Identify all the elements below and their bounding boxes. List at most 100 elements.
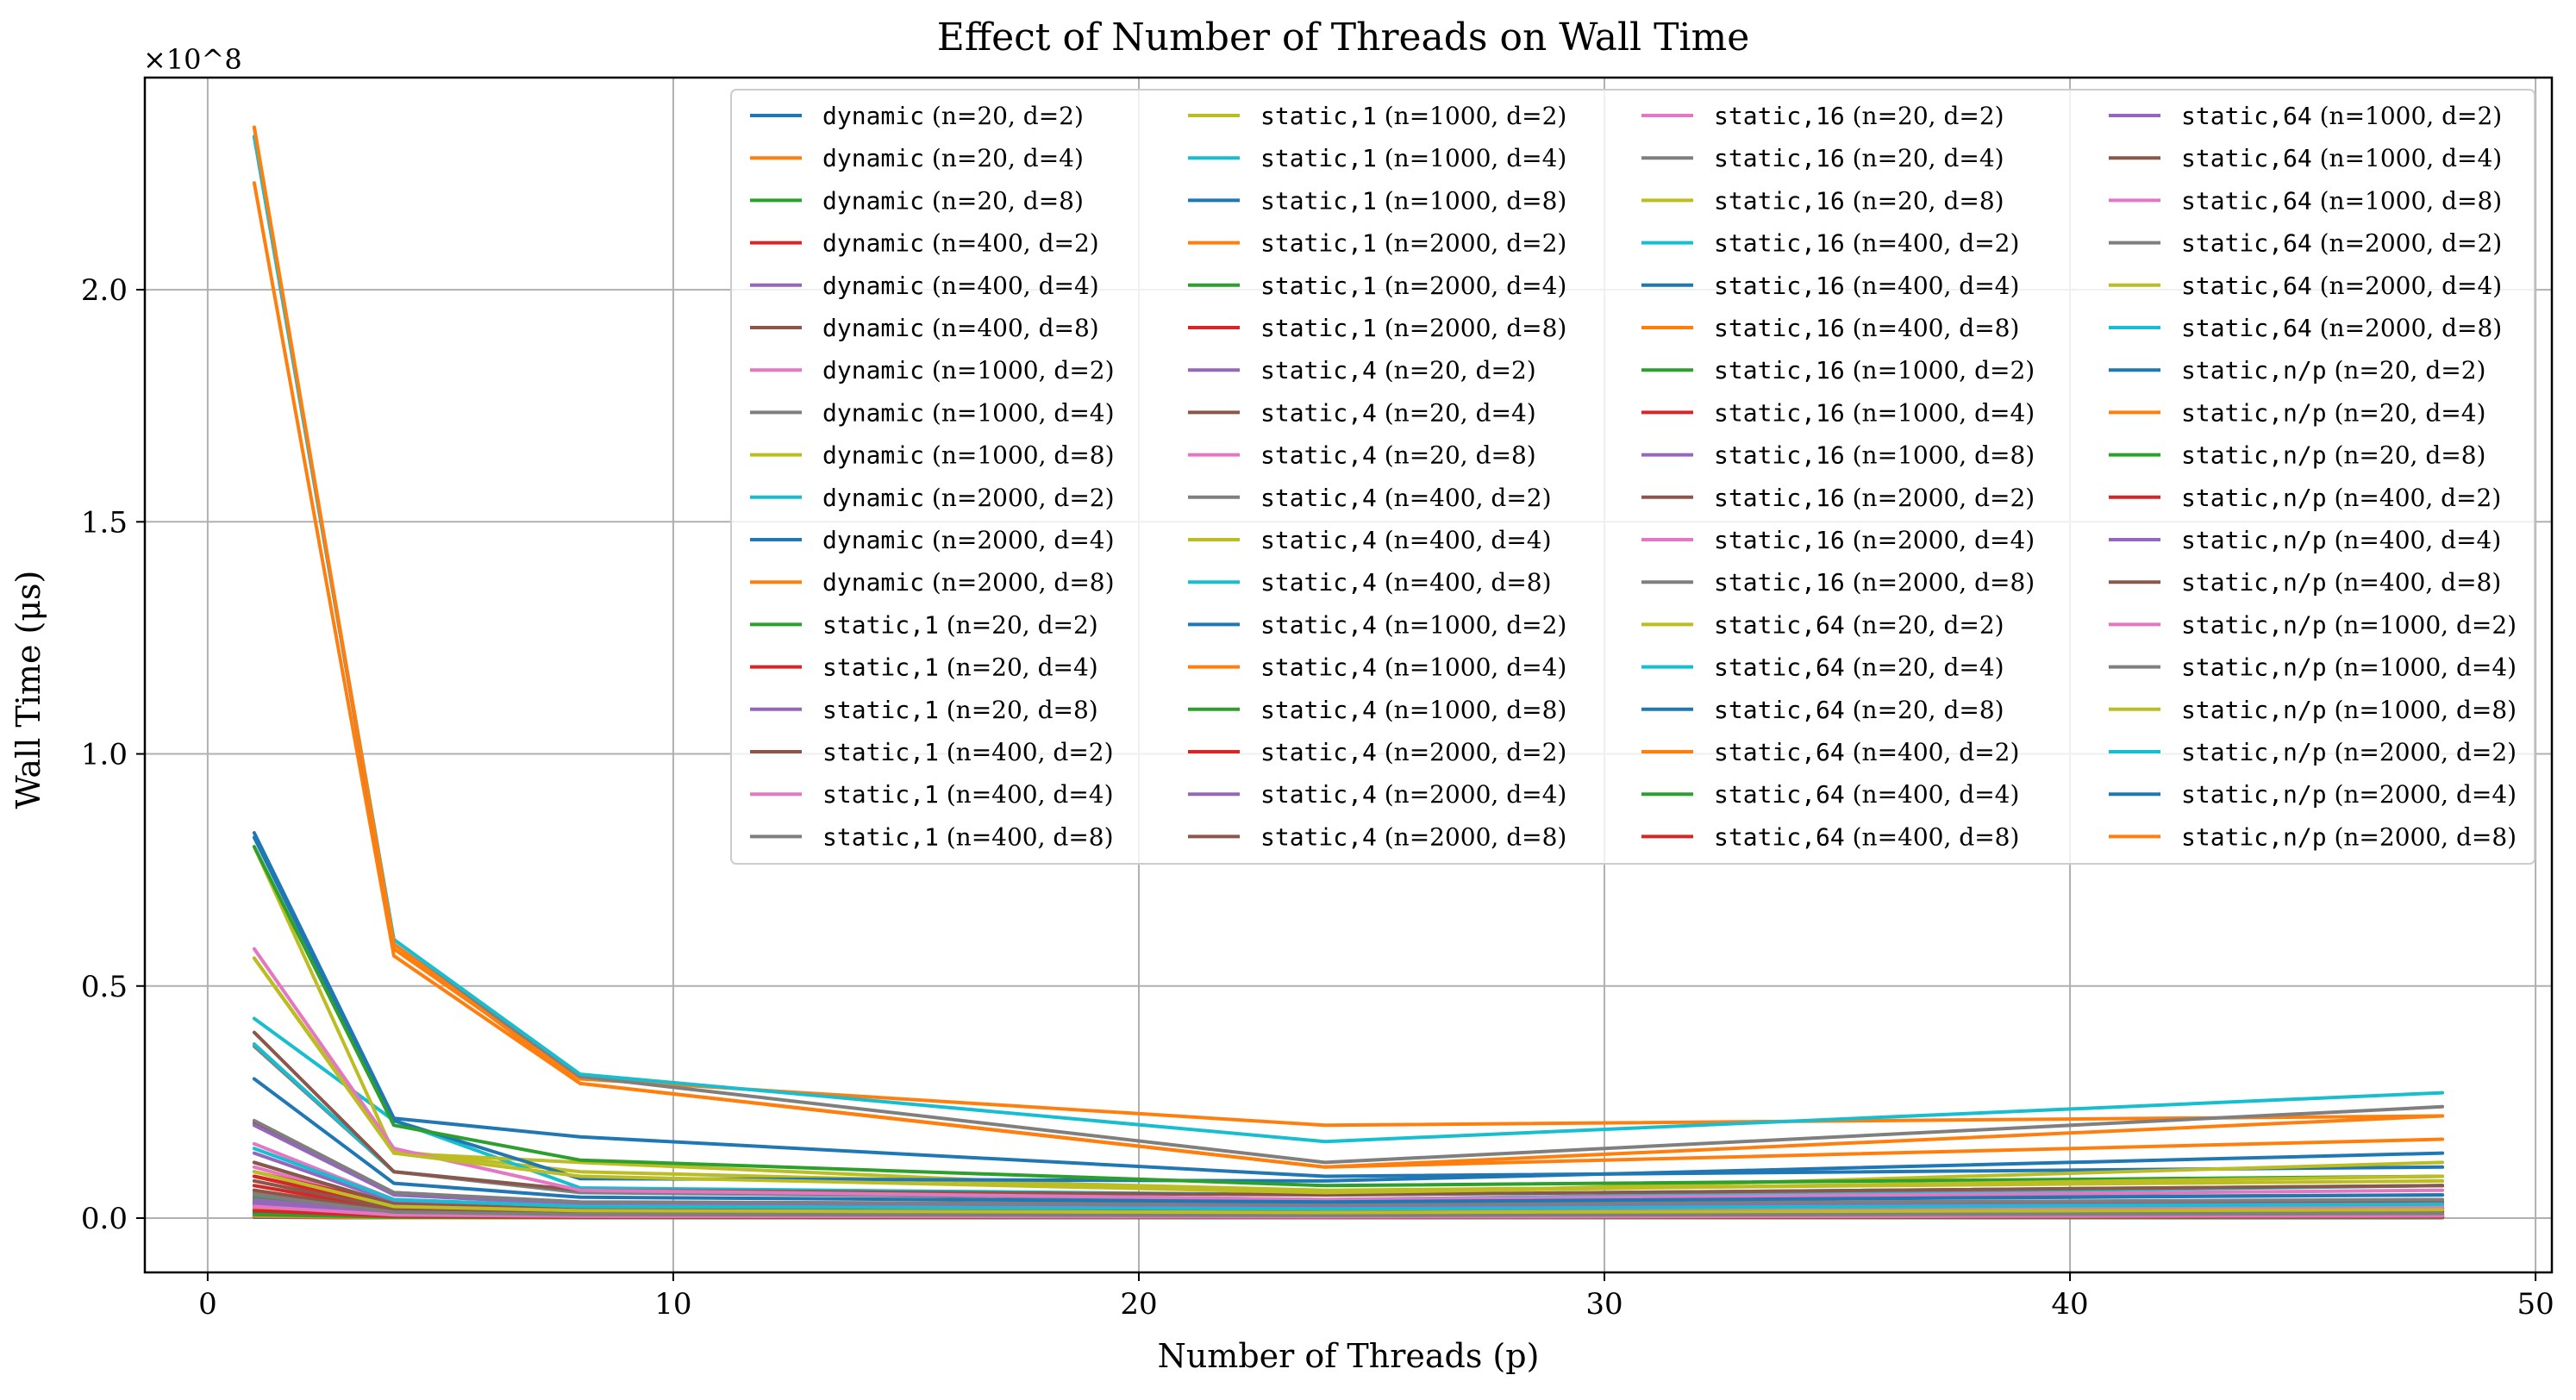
legend-label-params: (n=400, d=8)	[2327, 568, 2502, 597]
series-line	[252, 125, 2445, 1169]
legend-label-params: (n=400, d=4)	[1377, 526, 1552, 554]
legend-item: static,1 (n=20, d=4)	[750, 653, 1098, 682]
legend-label-schedule: static,1	[822, 738, 939, 766]
legend-label: static,1 (n=400, d=4)	[822, 780, 1114, 809]
legend-label-schedule: dynamic	[822, 144, 924, 172]
legend-label-schedule: static,16	[1714, 144, 1845, 172]
legend-label: dynamic (n=1000, d=4)	[822, 398, 1115, 427]
legend-item: static,64 (n=400, d=2)	[1641, 738, 2019, 766]
legend-label-params: (n=20, d=2)	[1845, 102, 2004, 130]
plot-area-frame	[143, 76, 2554, 1274]
legend-label-params: (n=2000, d=8)	[1845, 568, 2035, 597]
legend-label-params: (n=1000, d=8)	[2327, 696, 2517, 724]
legend-label: static,4 (n=400, d=8)	[1260, 568, 1552, 597]
legend-label-params: (n=2000, d=8)	[2312, 314, 2503, 342]
legend-label: dynamic (n=1000, d=2)	[822, 356, 1115, 384]
legend-label-params: (n=1000, d=2)	[924, 356, 1115, 384]
legend-label-schedule: static,64	[1714, 653, 1845, 682]
plot-series	[252, 125, 2445, 1220]
legend-label: static,16 (n=2000, d=4)	[1714, 526, 2035, 554]
legend-label-schedule: static,16	[1714, 398, 1845, 427]
legend-item: static,16 (n=400, d=4)	[1641, 272, 2019, 300]
legend-label-params: (n=2000, d=4)	[924, 526, 1115, 554]
legend-item: static,1 (n=1000, d=2)	[1188, 102, 1566, 130]
legend-label-params: (n=1000, d=2)	[1377, 610, 1567, 639]
legend-label-schedule: static,16	[1714, 272, 1845, 300]
legend-item: static,64 (n=2000, d=2)	[2109, 229, 2502, 258]
legend-label: static,16 (n=400, d=4)	[1714, 272, 2019, 300]
legend-item: dynamic (n=400, d=8)	[750, 314, 1099, 342]
legend-label: static,16 (n=1000, d=8)	[1714, 441, 2035, 470]
legend-label-params: (n=20, d=4)	[2327, 398, 2486, 427]
legend-item: static,n/p (n=20, d=4)	[2109, 398, 2485, 427]
legend-label-schedule: static,64	[1714, 822, 1845, 851]
legend-label-params: (n=2000, d=8)	[924, 568, 1115, 597]
legend-label-schedule: dynamic	[822, 314, 924, 342]
legend-label: static,n/p (n=2000, d=2)	[2181, 738, 2517, 766]
series-line	[252, 1170, 2445, 1215]
legend-item: static,4 (n=400, d=2)	[1188, 484, 1552, 512]
series-line	[252, 835, 2445, 1183]
legend-label-params: (n=1000, d=4)	[924, 398, 1115, 427]
legend: dynamic (n=20, d=2) dynamic (n=20, d=4) dy…	[730, 89, 2535, 865]
legend-label-schedule: dynamic	[822, 398, 924, 427]
legend-label-params: (n=20, d=2)	[939, 610, 1098, 639]
legend-label-params: (n=400, d=2)	[1377, 484, 1552, 512]
legend-label-schedule: dynamic	[822, 484, 924, 512]
legend-label-params: (n=400, d=8)	[939, 822, 1114, 851]
legend-label-schedule: static,1	[1260, 102, 1377, 130]
legend-item: static,1 (n=20, d=2)	[750, 610, 1098, 639]
legend-item: static,1 (n=2000, d=2)	[1188, 229, 1566, 258]
legend-item: dynamic (n=2000, d=8)	[750, 568, 1115, 597]
legend-item: static,64 (n=20, d=4)	[1641, 653, 2004, 682]
legend-label: static,4 (n=2000, d=2)	[1260, 738, 1566, 766]
legend-label-params: (n=2000, d=4)	[2312, 272, 2503, 300]
legend-item: static,4 (n=400, d=8)	[1188, 568, 1552, 597]
legend-label-schedule: static,1	[822, 822, 939, 851]
legend-label-params: (n=2000, d=8)	[2327, 822, 2517, 851]
legend-label: static,64 (n=400, d=4)	[1714, 780, 2019, 809]
y-tick-label: 0.0	[81, 1202, 128, 1236]
legend-label: static,16 (n=20, d=4)	[1714, 144, 2004, 172]
legend-item: static,n/p (n=20, d=2)	[2109, 356, 2485, 384]
legend-label-schedule: static,n/p	[2181, 356, 2327, 384]
legend-label-schedule: static,n/p	[2181, 738, 2327, 766]
legend-label: static,1 (n=20, d=2)	[822, 610, 1098, 639]
legend-label-schedule: static,64	[2181, 144, 2312, 172]
legend-item: static,4 (n=20, d=8)	[1188, 441, 1536, 470]
legend-label-schedule: static,16	[1714, 186, 1845, 215]
legend-label-schedule: static,4	[1260, 398, 1377, 427]
legend-label-params: (n=2000, d=4)	[1845, 526, 2035, 554]
legend-label: dynamic (n=400, d=8)	[822, 314, 1099, 342]
legend-item: static,16 (n=1000, d=8)	[1641, 441, 2035, 470]
legend-label: static,4 (n=1000, d=2)	[1260, 610, 1566, 639]
legend-label-schedule: static,16	[1714, 568, 1845, 597]
legend-item: dynamic (n=2000, d=2)	[750, 484, 1115, 512]
legend-label-schedule: static,1	[822, 610, 939, 639]
legend-item: static,4 (n=2000, d=8)	[1188, 822, 1566, 851]
legend-label-schedule: static,16	[1714, 356, 1845, 384]
legend-label: static,n/p (n=1000, d=8)	[2181, 696, 2517, 724]
legend-label-params: (n=2000, d=2)	[2327, 738, 2517, 766]
legend-label: dynamic (n=400, d=4)	[822, 272, 1099, 300]
legend-label: static,n/p (n=1000, d=2)	[2181, 610, 2517, 639]
legend-label-schedule: static,64	[2181, 314, 2312, 342]
legend-label-params: (n=20, d=2)	[1377, 356, 1536, 384]
legend-label-schedule: dynamic	[822, 568, 924, 597]
series-line	[252, 956, 2445, 1195]
legend-label-params: (n=20, d=2)	[1845, 610, 2004, 639]
legend-label-params: (n=1000, d=2)	[2327, 610, 2517, 639]
legend-item: static,16 (n=1000, d=4)	[1641, 398, 2035, 427]
legend-label-params: (n=20, d=4)	[939, 653, 1098, 682]
legend-item: static,1 (n=1000, d=8)	[1188, 186, 1566, 215]
legend-item: dynamic (n=400, d=2)	[750, 229, 1099, 258]
legend-label: dynamic (n=20, d=8)	[822, 186, 1084, 215]
legend-label: static,64 (n=20, d=2)	[1714, 610, 2004, 639]
legend-label-schedule: static,16	[1714, 484, 1845, 512]
legend-label: static,4 (n=20, d=2)	[1260, 356, 1536, 384]
legend-label-params: (n=400, d=8)	[1845, 822, 2020, 851]
legend-label-schedule: static,4	[1260, 568, 1377, 597]
legend-label-params: (n=2000, d=2)	[2312, 229, 2503, 258]
legend-label: dynamic (n=2000, d=8)	[822, 568, 1115, 597]
legend-item: static,64 (n=400, d=8)	[1641, 822, 2019, 851]
